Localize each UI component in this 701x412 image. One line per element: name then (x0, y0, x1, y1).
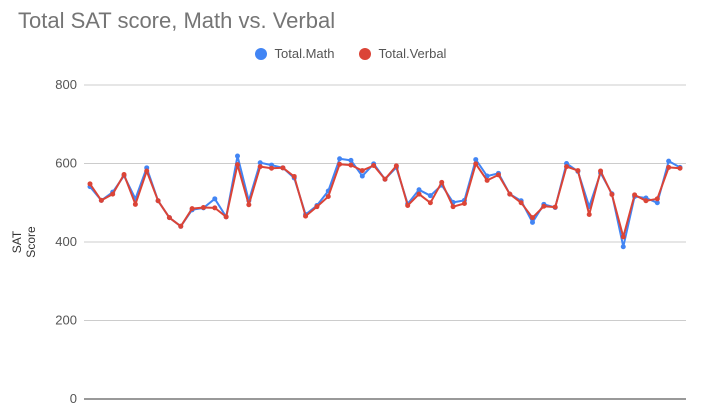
data-point[interactable] (348, 157, 354, 163)
data-point[interactable] (632, 192, 638, 198)
data-point[interactable] (98, 197, 104, 203)
data-point[interactable] (598, 168, 604, 174)
data-point[interactable] (405, 202, 411, 208)
data-point[interactable] (530, 219, 535, 225)
data-point[interactable] (473, 161, 479, 167)
y-tick-label: 800 (55, 77, 77, 92)
data-point[interactable] (473, 157, 479, 163)
data-point[interactable] (586, 212, 592, 218)
legend-item-verbal[interactable]: Total.Verbal (358, 46, 447, 61)
data-point[interactable] (235, 153, 240, 159)
data-point[interactable] (348, 162, 354, 168)
data-point[interactable] (359, 173, 365, 179)
data-point[interactable] (439, 179, 445, 185)
data-point[interactable] (643, 198, 649, 204)
data-point[interactable] (427, 200, 433, 206)
data-point[interactable] (291, 173, 297, 179)
data-point[interactable] (132, 201, 138, 207)
data-point[interactable] (382, 176, 388, 182)
data-point[interactable] (212, 196, 218, 202)
y-tick-label: 200 (55, 313, 77, 328)
data-point[interactable] (552, 204, 558, 210)
data-point[interactable] (246, 202, 252, 208)
series-1 (87, 161, 683, 240)
data-point[interactable] (280, 165, 286, 171)
y-tick-label: 600 (55, 156, 77, 171)
data-point[interactable] (507, 191, 513, 197)
legend-label-math: Total.Math (274, 46, 335, 61)
data-point[interactable] (144, 168, 150, 174)
data-point[interactable] (121, 171, 127, 177)
data-point[interactable] (110, 191, 116, 197)
y-tick-label: 0 (70, 391, 77, 406)
data-point[interactable] (609, 192, 615, 198)
legend-marker-verbal (358, 47, 371, 60)
data-point[interactable] (564, 164, 570, 170)
legend-item-math[interactable]: Total.Math (254, 46, 335, 61)
data-point[interactable] (337, 156, 343, 162)
data-point[interactable] (416, 187, 422, 193)
chart-legend: Total.Math Total.Verbal (0, 46, 701, 61)
data-point[interactable] (575, 168, 581, 174)
data-point[interactable] (337, 161, 343, 167)
data-point[interactable] (666, 164, 672, 170)
data-point[interactable] (235, 162, 240, 168)
data-point[interactable] (257, 164, 263, 170)
data-point[interactable] (461, 201, 467, 207)
data-point[interactable] (393, 163, 399, 169)
data-point[interactable] (212, 205, 218, 211)
data-point[interactable] (654, 196, 660, 202)
data-point[interactable] (189, 206, 195, 212)
series-line-0 (89, 155, 681, 248)
data-point[interactable] (530, 215, 535, 221)
data-point[interactable] (359, 168, 365, 174)
legend-label-verbal: Total.Verbal (378, 46, 447, 61)
data-point[interactable] (178, 223, 184, 229)
data-point[interactable] (495, 172, 501, 178)
legend-marker-math (254, 47, 267, 60)
data-point[interactable] (620, 244, 626, 250)
data-point[interactable] (325, 193, 331, 199)
data-point[interactable] (427, 193, 433, 199)
data-point[interactable] (620, 234, 626, 240)
y-tick-label: 400 (55, 234, 77, 249)
data-point[interactable] (541, 203, 547, 209)
data-point[interactable] (371, 162, 377, 168)
data-point[interactable] (269, 165, 275, 171)
y-tick-labels: 0 200 400 600 800 (55, 77, 77, 406)
data-point[interactable] (654, 200, 660, 206)
data-point[interactable] (87, 181, 93, 187)
data-point[interactable] (200, 204, 206, 210)
data-point[interactable] (155, 198, 161, 204)
data-point[interactable] (450, 204, 456, 210)
data-point[interactable] (257, 160, 263, 166)
data-point[interactable] (166, 215, 172, 221)
gridlines (84, 84, 686, 400)
chart-title: Total SAT score, Math vs. Verbal (18, 8, 336, 33)
data-point[interactable] (416, 191, 422, 197)
series-layer (87, 153, 683, 250)
data-point[interactable] (223, 214, 229, 220)
data-point[interactable] (484, 177, 490, 183)
data-point[interactable] (303, 213, 309, 219)
data-point[interactable] (314, 204, 320, 210)
data-point[interactable] (518, 200, 524, 206)
data-point[interactable] (666, 158, 672, 164)
data-point[interactable] (677, 165, 683, 171)
